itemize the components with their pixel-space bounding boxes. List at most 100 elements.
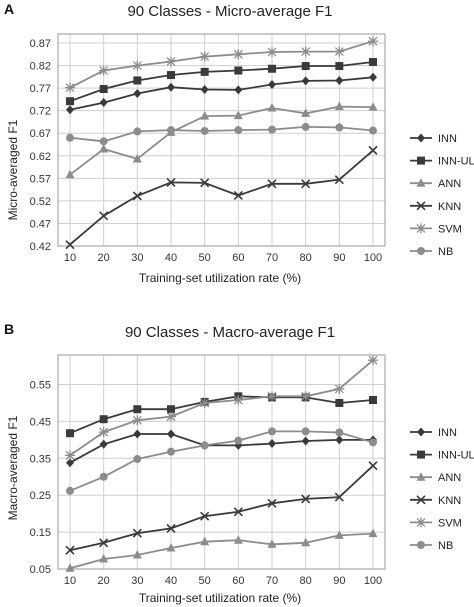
data-point-knn bbox=[65, 545, 75, 555]
data-point-ann bbox=[301, 537, 311, 547]
data-point-inn-ul bbox=[133, 76, 142, 85]
data-point-ann bbox=[65, 169, 75, 179]
data-point-ann bbox=[65, 563, 75, 572]
data-point-svm bbox=[334, 46, 345, 57]
series-line-ann bbox=[69, 532, 374, 570]
legend-swatch-marker bbox=[417, 427, 425, 437]
legend-label: SVM bbox=[438, 517, 462, 529]
y-tick-label: 0.42 bbox=[30, 241, 51, 253]
series-line-inn-ul bbox=[69, 61, 374, 103]
legend-item-inn: INN bbox=[410, 133, 457, 145]
panel-b-title: 90 Classes - Macro-average F1 bbox=[125, 324, 335, 341]
data-point-nb bbox=[167, 126, 175, 135]
panel-a-x-axis-label: Training-set utilization rate (%) bbox=[139, 271, 301, 285]
data-point-knn bbox=[267, 498, 277, 508]
x-tick-label: 30 bbox=[131, 575, 143, 587]
data-point-nb bbox=[200, 441, 209, 450]
data-point-nb bbox=[301, 122, 310, 131]
y-tick-label: 0.15 bbox=[30, 527, 51, 539]
data-point-knn bbox=[334, 175, 344, 185]
legend-label: INN-UL bbox=[438, 156, 474, 168]
data-point-inn bbox=[369, 72, 377, 82]
data-point-svm bbox=[368, 36, 378, 47]
panel-a-legend: INN INN-UL ANN KNN SVM NB bbox=[410, 133, 474, 258]
legend-swatch-marker bbox=[417, 156, 425, 165]
series-line-svm bbox=[69, 40, 374, 89]
series-line-inn bbox=[69, 433, 373, 464]
series-inn bbox=[66, 72, 377, 115]
x-tick-label: 50 bbox=[199, 252, 211, 264]
data-point-inn bbox=[200, 84, 209, 94]
y-tick-label: 0.52 bbox=[30, 196, 51, 208]
x-tick-label: 40 bbox=[165, 575, 177, 587]
data-point-svm bbox=[300, 46, 311, 57]
legend-swatch-marker bbox=[416, 517, 426, 528]
data-point-svm bbox=[199, 51, 210, 62]
series-inn-ul bbox=[66, 392, 377, 438]
data-point-nb bbox=[369, 438, 377, 447]
legend-swatch-marker bbox=[416, 223, 426, 234]
legend-item-ann: ANN bbox=[410, 178, 461, 190]
data-point-nb bbox=[66, 486, 74, 495]
data-point-ann bbox=[166, 542, 176, 552]
data-point-knn bbox=[132, 191, 142, 201]
panel-b-plot-area: 0.05 0.15 0.25 0.35 0.45 0.55 10 20 30 40 50 60 70 80… bbox=[30, 354, 386, 587]
data-point-ann bbox=[267, 539, 277, 548]
data-point-inn-ul bbox=[99, 85, 108, 94]
data-point-nb bbox=[335, 123, 344, 132]
data-point-knn bbox=[99, 538, 109, 548]
x-tick-label: 60 bbox=[232, 575, 244, 587]
y-tick-label: 0.87 bbox=[30, 38, 51, 50]
legend-swatch-marker bbox=[416, 495, 426, 505]
data-point-knn bbox=[132, 528, 142, 538]
data-point-svm bbox=[334, 383, 345, 394]
data-point-knn bbox=[166, 523, 176, 533]
data-point-svm bbox=[65, 82, 75, 93]
data-point-inn bbox=[66, 458, 74, 468]
data-point-ann bbox=[267, 102, 277, 112]
series-nb bbox=[66, 427, 377, 495]
data-point-svm bbox=[65, 450, 75, 461]
panel-b-label: B bbox=[4, 321, 14, 337]
data-point-ann bbox=[368, 528, 378, 538]
y-tick-label: 0.47 bbox=[30, 218, 51, 230]
legend-item-svm: SVM bbox=[410, 223, 462, 235]
data-point-svm bbox=[166, 411, 176, 422]
data-point-svm bbox=[267, 47, 277, 58]
x-tick-label: 20 bbox=[98, 252, 110, 264]
data-point-knn bbox=[368, 461, 378, 471]
series-knn bbox=[65, 461, 378, 555]
data-point-svm bbox=[132, 60, 143, 71]
series-inn bbox=[66, 429, 377, 468]
y-tick-label: 0.05 bbox=[30, 564, 51, 576]
data-point-inn bbox=[167, 82, 175, 92]
data-point-svm bbox=[98, 427, 109, 438]
legend-label: NB bbox=[438, 246, 453, 258]
data-point-nb bbox=[234, 436, 243, 445]
legend-label: NB bbox=[438, 540, 453, 552]
legend-label: INN-UL bbox=[438, 450, 474, 462]
data-point-inn bbox=[133, 429, 142, 439]
data-point-inn-ul bbox=[99, 415, 108, 424]
data-point-nb bbox=[200, 126, 209, 135]
legend-item-knn: KNN bbox=[410, 495, 461, 507]
data-point-ann bbox=[99, 144, 109, 153]
y-tick-label: 0.77 bbox=[30, 83, 51, 95]
legend-label: INN bbox=[438, 427, 457, 439]
series-line-nb bbox=[69, 430, 374, 492]
data-point-ann bbox=[233, 535, 243, 544]
data-point-inn bbox=[99, 439, 108, 449]
data-point-ann bbox=[99, 554, 109, 563]
data-point-ann bbox=[301, 108, 311, 117]
x-tick-label: 40 bbox=[165, 252, 177, 264]
x-tick-label: 30 bbox=[131, 252, 143, 264]
data-point-nb bbox=[301, 427, 310, 436]
data-point-svm bbox=[300, 391, 311, 402]
data-point-nb bbox=[335, 428, 344, 437]
x-tick-label: 90 bbox=[333, 252, 345, 264]
series-line-inn bbox=[69, 76, 374, 111]
data-point-ann bbox=[200, 111, 210, 120]
data-point-svm bbox=[368, 355, 378, 366]
data-point-inn-ul bbox=[335, 398, 344, 407]
data-point-inn bbox=[268, 80, 276, 90]
